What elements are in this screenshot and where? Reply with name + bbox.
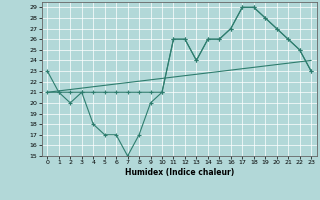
- X-axis label: Humidex (Indice chaleur): Humidex (Indice chaleur): [124, 168, 234, 177]
